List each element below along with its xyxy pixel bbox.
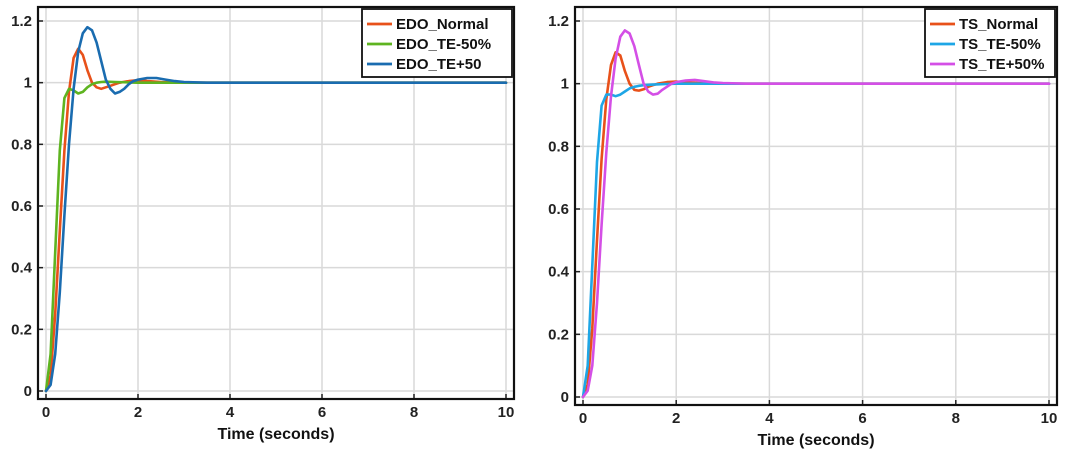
- y-tick-label: 1.2: [11, 13, 32, 30]
- legend-entry: TS_Normal: [959, 16, 1038, 33]
- legend-entry: TS_TE+50%: [959, 56, 1044, 73]
- y-tick-label: 0.2: [548, 326, 569, 343]
- y-tick-label: 0: [561, 389, 569, 406]
- y-tick-label: 0.6: [11, 198, 32, 215]
- legend: EDO_Normal EDO_TE-50% EDO_TE+50: [361, 8, 513, 78]
- legend: TS_Normal TS_TE-50% TS_TE+50%: [924, 8, 1056, 78]
- x-tick-label: 4: [765, 410, 774, 427]
- y-tick-label: 0.6: [548, 201, 569, 218]
- y-tick-label: 0.4: [548, 264, 570, 281]
- legend-entry: EDO_TE+50: [396, 56, 481, 73]
- legend-entry: EDO_TE-50%: [396, 36, 491, 53]
- x-tick-label: 0: [42, 404, 50, 421]
- y-tick-label: 0.4: [11, 260, 33, 277]
- x-tick-label: 4: [226, 404, 235, 421]
- y-tick-label: 1: [561, 76, 569, 93]
- y-tick-label: 1.2: [548, 13, 569, 30]
- x-axis-label: Time (seconds): [757, 432, 874, 449]
- x-tick-label: 10: [498, 404, 515, 421]
- x-tick-label: 2: [134, 404, 142, 421]
- legend-entry: EDO_Normal: [396, 16, 489, 33]
- x-axis-label: Time (seconds): [217, 426, 334, 443]
- series-line-edo-te-50: [44, 25, 508, 393]
- legend-entry: TS_TE-50%: [959, 36, 1041, 53]
- x-tick-label: 2: [672, 410, 680, 427]
- y-tick-label: 0: [24, 383, 32, 400]
- y-tick-label: 0.8: [548, 138, 569, 155]
- x-tick-label: 8: [410, 404, 418, 421]
- axes-frame: [573, 5, 1059, 407]
- chart-panel-1: 0 2 4 6 8 10 0 0.2 0.4 0.6 0.8 1 1.2 Time (seconds) ED…: [11, 5, 516, 443]
- chart-panel-2: 0 2 4 6 8 10 0 0.2 0.4 0.6 0.8 1 1.2 Time (seconds) TS…: [548, 5, 1059, 449]
- axes-frame: [36, 5, 516, 401]
- x-tick-label: 0: [579, 410, 587, 427]
- series-line-ts-te-50-: [581, 29, 1051, 399]
- y-tick-label: 1: [24, 75, 32, 92]
- y-tick-label: 0.2: [11, 321, 32, 338]
- x-tick-label: 10: [1041, 410, 1058, 427]
- x-tick-label: 8: [952, 410, 960, 427]
- x-tick-label: 6: [858, 410, 866, 427]
- y-tick-label: 0.8: [11, 136, 32, 153]
- x-tick-label: 6: [318, 404, 326, 421]
